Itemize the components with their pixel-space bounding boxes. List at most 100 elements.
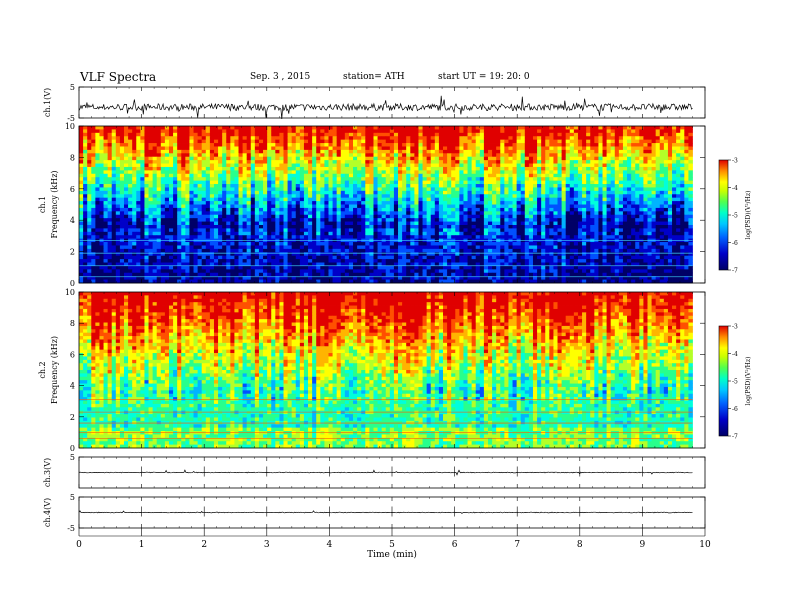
spectrogram-cell: [606, 231, 612, 236]
spectrogram-cell: [426, 153, 432, 158]
spectrogram-cell: [647, 214, 652, 219]
spectrogram-cell: [344, 207, 350, 212]
spectrogram-cell: [500, 197, 505, 202]
spectrogram-cell: [594, 207, 599, 212]
spectrogram-cell: [643, 231, 648, 236]
spectrogram-cell: [213, 153, 219, 158]
spectrogram-cell: [590, 163, 595, 168]
spectrogram-cell: [385, 194, 391, 199]
spectrogram-cell: [128, 166, 133, 171]
spectrogram-cell: [324, 228, 329, 233]
spectrogram-cell: [283, 139, 288, 144]
spectrogram-cell: [103, 207, 109, 212]
spectrogram-cell: [312, 190, 317, 195]
spectrogram-cell: [234, 129, 239, 134]
spectrogram-cell: [185, 221, 190, 226]
spectrogram-cell: [635, 207, 640, 212]
spectrogram-cell: [128, 231, 133, 236]
spectrogram-cell: [148, 231, 154, 236]
spectrogram-cell: [455, 201, 460, 205]
spectrogram-cell: [610, 126, 616, 130]
spectrogram-cell: [156, 129, 162, 134]
spectrogram-cell: [602, 190, 607, 195]
spectrogram-cell: [79, 224, 84, 229]
spectrogram-cell: [340, 170, 346, 175]
spectrogram-cell: [582, 184, 587, 188]
spectrogram-cell: [271, 139, 276, 144]
spectrogram-cell: [459, 187, 464, 192]
spectrogram-cell: [357, 149, 362, 154]
spectrogram-cell: [684, 180, 689, 185]
spectrogram-cell: [520, 143, 526, 147]
spectrogram-cell: [393, 184, 399, 188]
spectrogram-cell: [402, 139, 407, 144]
spectrogram-cell: [598, 173, 603, 178]
spectrogram-cell: [631, 156, 636, 161]
spectrogram-cell: [545, 184, 550, 188]
spectrogram-cell: [103, 139, 109, 144]
spectrogram-cell: [295, 132, 301, 137]
spectrogram-cell: [610, 218, 616, 222]
spectrogram-cell: [594, 129, 599, 134]
spectrogram-cell: [467, 180, 473, 185]
spectrogram-cell: [541, 204, 546, 209]
spectrogram-cell: [369, 190, 374, 195]
spectrogram-cell: [643, 221, 648, 226]
spectrogram-cell: [95, 235, 100, 240]
spectrogram-cell: [156, 235, 162, 240]
spectrogram-cell: [222, 173, 227, 178]
spectrogram-cell: [631, 228, 636, 233]
spectrogram-cell: [524, 187, 530, 192]
spectrogram-cell: [647, 126, 652, 130]
spectrogram-cell: [168, 228, 174, 233]
spectrogram-cell: [128, 146, 133, 151]
spectrogram-cell: [246, 221, 252, 226]
spectrogram-cell: [561, 177, 567, 182]
spectrogram-cell: [680, 163, 685, 168]
spectrogram-cell: [573, 214, 579, 219]
spectrogram-cell: [95, 163, 100, 168]
spectrogram-cell: [594, 194, 599, 199]
spectrogram-cell: [463, 156, 468, 161]
spectrogram-cell: [487, 218, 493, 222]
spectrogram-cell: [205, 156, 211, 161]
spectrogram-cell: [504, 136, 509, 141]
spectrogram-cell: [189, 231, 194, 236]
spectrogram-cell: [160, 180, 166, 185]
spectrogram-cell: [545, 231, 550, 236]
spectrogram-cell: [594, 211, 599, 216]
spectrogram-cell: [541, 132, 546, 137]
spectrogram-cell: [189, 187, 194, 192]
spectrogram-cell: [173, 160, 178, 164]
spectrogram-cell: [459, 173, 464, 178]
spectrogram-cell: [524, 228, 530, 233]
spectrogram-cell: [258, 166, 264, 171]
spectrogram-cell: [242, 218, 248, 222]
spectrogram-cell: [136, 126, 141, 130]
spectrogram-cell: [520, 149, 526, 154]
spectrogram-cell: [528, 197, 534, 202]
spectrogram-cell: [545, 194, 550, 199]
spectrogram-cell: [667, 204, 673, 209]
spectrogram-cell: [201, 180, 207, 185]
spectrogram-cell: [422, 170, 428, 175]
y-axis-label: ch.1(V): [43, 88, 52, 117]
spectrogram-cell: [189, 224, 194, 229]
spectrogram-cell: [156, 228, 162, 233]
spectrogram-cell: [148, 197, 154, 202]
spectrogram-cell: [79, 146, 84, 151]
spectrogram-cell: [279, 143, 284, 147]
spectrogram-cell: [209, 187, 215, 192]
spectrogram-cell: [263, 129, 268, 134]
spectrogram-cell: [95, 184, 100, 188]
spectrogram-cell: [381, 126, 387, 130]
spectrogram-cell: [213, 221, 219, 226]
spectrogram-cell: [152, 149, 158, 154]
spectrogram-cell: [111, 214, 117, 219]
spectrogram-cell: [422, 139, 428, 144]
spectrogram-cell: [443, 207, 448, 212]
spectrogram-cell: [218, 224, 223, 229]
spectrogram-cell: [107, 132, 113, 137]
spectrogram-cell: [365, 180, 370, 185]
spectrogram-cell: [598, 170, 603, 175]
